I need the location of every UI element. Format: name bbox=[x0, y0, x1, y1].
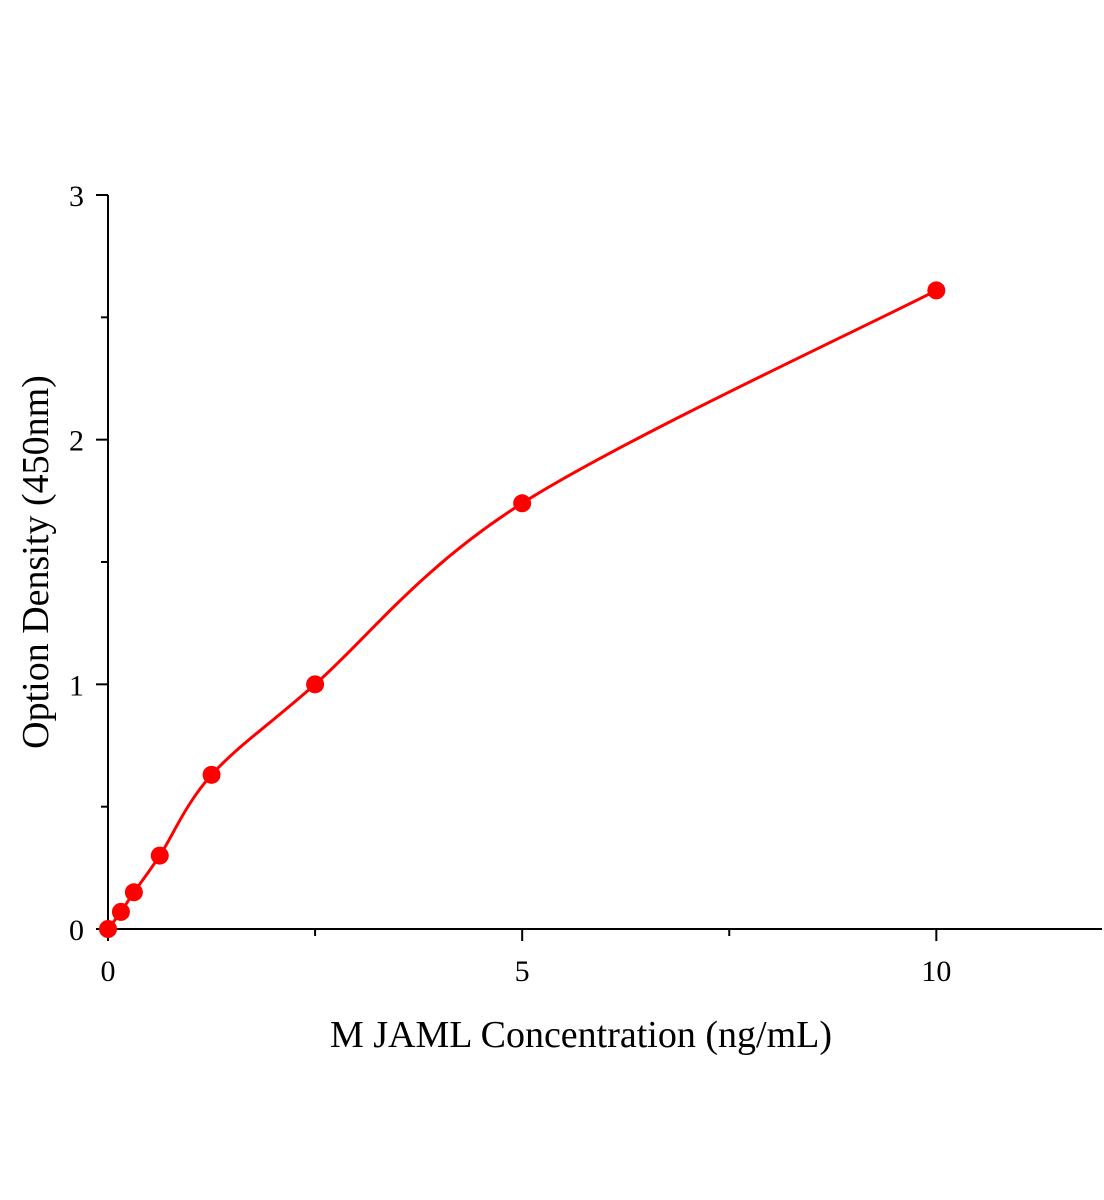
x-axis-label: M JAML Concentration (ng/mL) bbox=[330, 1014, 832, 1056]
y-tick-label: 1 bbox=[69, 669, 84, 702]
axes bbox=[107, 195, 1102, 930]
fit-curve bbox=[106, 289, 938, 930]
data-point bbox=[927, 281, 946, 300]
ticks: 0 5 10 0 1 2 3 bbox=[69, 180, 951, 988]
y-tick-label: 3 bbox=[69, 180, 84, 213]
data-point bbox=[124, 883, 143, 902]
y-tick-label: 2 bbox=[69, 425, 84, 458]
x-tick-label: 0 bbox=[101, 955, 116, 988]
data-point bbox=[111, 902, 130, 921]
data-point bbox=[150, 846, 169, 865]
data-point bbox=[306, 675, 325, 694]
x-tick-label: 5 bbox=[515, 955, 530, 988]
data-point bbox=[202, 765, 221, 784]
data-point bbox=[99, 920, 117, 938]
data-points bbox=[99, 281, 946, 938]
y-axis-label: Option Density (450nm) bbox=[15, 375, 57, 749]
x-tick-label: 10 bbox=[921, 955, 951, 988]
y-tick-label: 0 bbox=[69, 914, 84, 947]
data-point bbox=[513, 494, 532, 513]
